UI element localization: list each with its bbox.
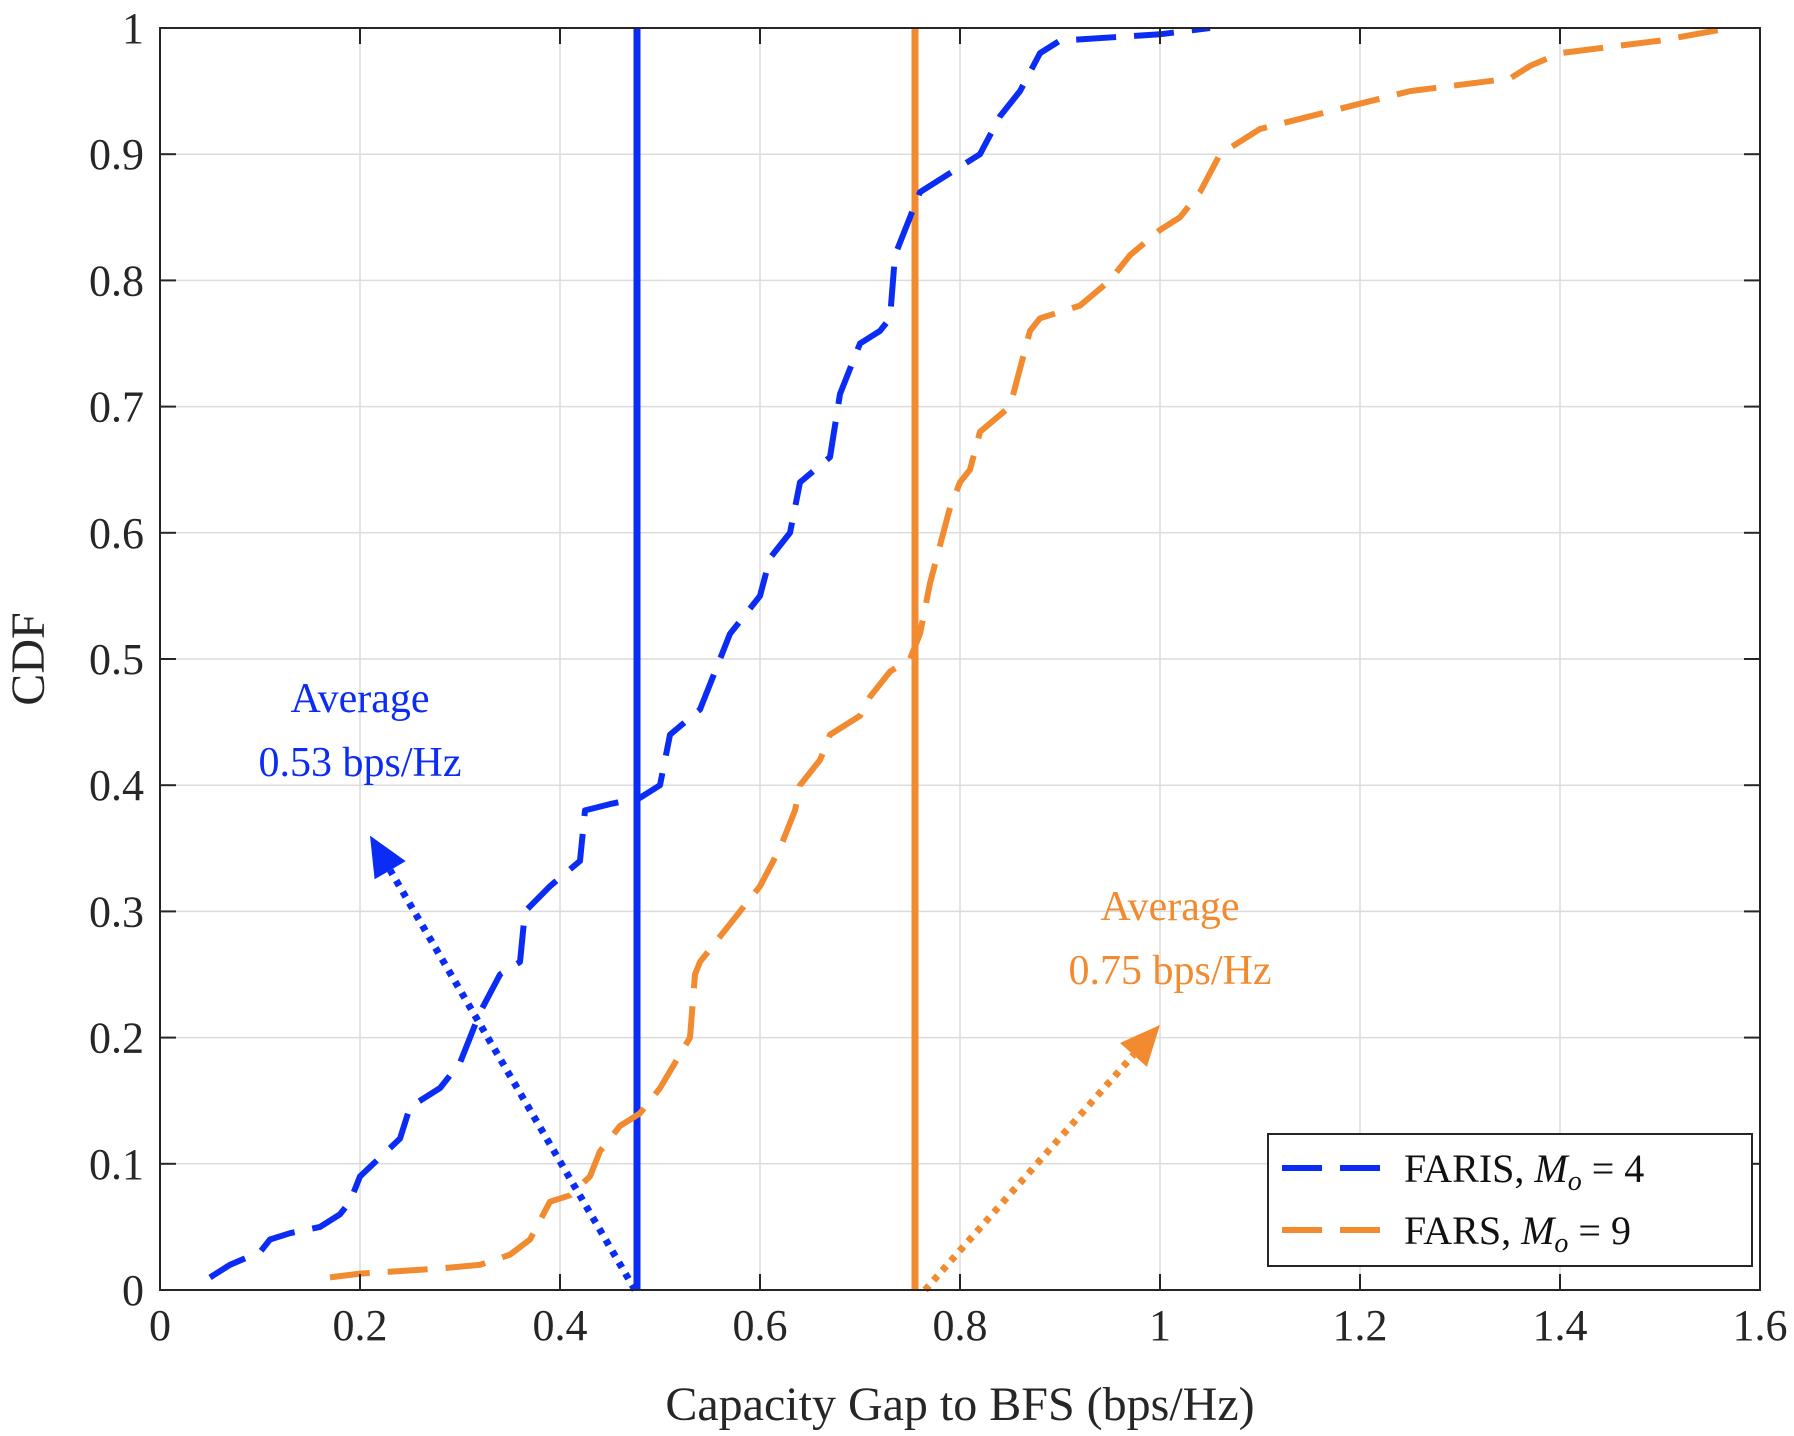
annotation-arrow-head bbox=[370, 835, 406, 880]
annotation-arrow-shaft bbox=[387, 868, 639, 1292]
annotation-value: 0.75 bps/Hz bbox=[1069, 948, 1272, 994]
series-line-faris bbox=[208, 28, 1211, 1280]
y-axis-label: CDF bbox=[2, 612, 55, 705]
y-tick-label: 0.5 bbox=[89, 635, 144, 684]
y-tick-label: 1 bbox=[122, 4, 144, 53]
x-tick-label: 0.4 bbox=[533, 1301, 588, 1350]
y-tick-label: 0.2 bbox=[89, 1014, 144, 1063]
series-layer bbox=[208, 28, 1731, 1290]
y-tick-label: 0.6 bbox=[89, 509, 144, 558]
legend-subscript: o bbox=[1568, 1166, 1582, 1197]
x-tick-label: 1.2 bbox=[1333, 1301, 1388, 1350]
legend-label-fars: FARS, Mo = 9 bbox=[1404, 1208, 1631, 1259]
legend-box bbox=[1267, 1133, 1753, 1267]
annotation-title: Average bbox=[1100, 884, 1239, 930]
y-tick-label: 0 bbox=[122, 1266, 144, 1315]
axes: 0 0.2 0.4 0.6 0.8 1 1.2 1.4 1.6 0 0.1 0.2 0.3 0.4 0.5 0… bbox=[89, 4, 1788, 1350]
annotation-layer: Average 0.53 bps/Hz Average 0.75 bps/Hz bbox=[259, 676, 1272, 1293]
y-tick-label: 0.9 bbox=[89, 130, 144, 179]
series-line-fars bbox=[329, 28, 1731, 1281]
legend-subscript: o bbox=[1554, 1228, 1568, 1259]
legend-value: = 4 bbox=[1582, 1146, 1645, 1191]
legend-series-name: FARS, bbox=[1404, 1208, 1521, 1253]
x-tick-label: 0 bbox=[149, 1301, 171, 1350]
x-tick-label: 0.2 bbox=[333, 1301, 388, 1350]
x-axis-label: Capacity Gap to BFS (bps/Hz) bbox=[665, 1378, 1254, 1431]
x-tick-label: 1.4 bbox=[1533, 1301, 1588, 1350]
legend-label-faris: FARIS, Mo = 4 bbox=[1404, 1146, 1644, 1197]
legend-series-name: FARIS, bbox=[1404, 1146, 1534, 1191]
grid bbox=[160, 28, 1760, 1290]
annotation-arrow-head bbox=[1119, 1024, 1160, 1067]
legend-value: = 9 bbox=[1568, 1208, 1631, 1253]
legend: FARIS, Mo = 4 FARS, Mo = 9 bbox=[1267, 1133, 1753, 1267]
y-tick-label: 0.8 bbox=[89, 256, 144, 305]
legend-variable: M bbox=[1533, 1146, 1570, 1191]
annotation-title: Average bbox=[290, 676, 429, 722]
y-tick-label: 0.1 bbox=[89, 1140, 144, 1189]
x-tick-label: 0.6 bbox=[733, 1301, 788, 1350]
y-tick-label: 0.3 bbox=[89, 887, 144, 936]
x-tick-label: 1.6 bbox=[1733, 1301, 1788, 1350]
y-tick-label: 0.7 bbox=[89, 383, 144, 432]
legend-variable: M bbox=[1520, 1208, 1557, 1253]
annotation-value: 0.53 bps/Hz bbox=[259, 740, 462, 786]
x-tick-label: 1 bbox=[1149, 1301, 1171, 1350]
y-tick-label: 0.4 bbox=[89, 761, 144, 810]
annotation-arrow-shaft bbox=[922, 1052, 1137, 1293]
x-tick-label: 0.8 bbox=[933, 1301, 988, 1350]
